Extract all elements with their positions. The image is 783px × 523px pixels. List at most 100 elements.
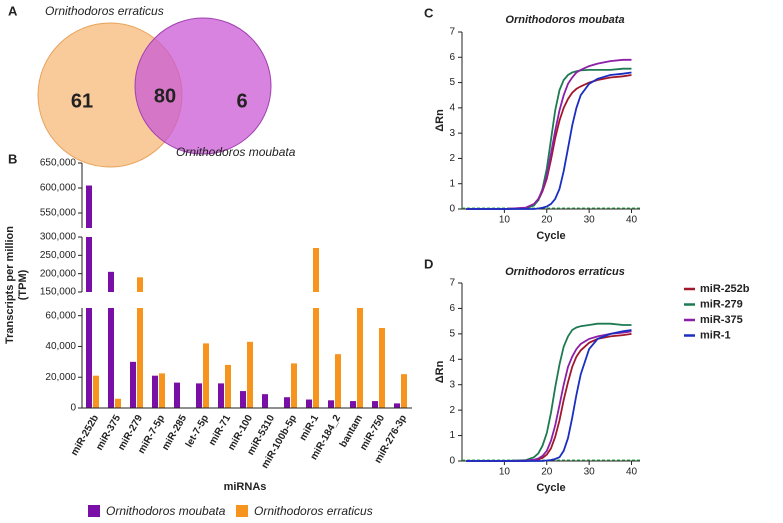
x-tick-label: 30 [584, 467, 596, 478]
y-tick-label: 550,000 [40, 208, 77, 219]
bar [108, 308, 114, 408]
y-axis-title: Transcripts per million [4, 226, 16, 344]
bar [93, 375, 99, 408]
bar [152, 375, 158, 408]
legend-label: miR-279 [700, 298, 743, 310]
y-tick-label: 6 [449, 52, 455, 63]
set-label: Ornithodoros erraticus [45, 4, 164, 18]
x-tick-label: 10 [499, 215, 511, 226]
y-tick-label: 60,000 [45, 310, 76, 321]
x-tick-label: miR-252b [69, 413, 101, 457]
x-tick-label: miR-1 [298, 413, 322, 443]
bar [240, 391, 246, 408]
bar [137, 308, 143, 408]
y-tick-label: 5 [449, 328, 455, 339]
y-tick-label: 250,000 [40, 250, 77, 261]
curve [466, 322, 632, 462]
y-tick-label: 200,000 [40, 268, 77, 279]
set-circle [134, 17, 272, 155]
chart-title: Ornithodoros moubata [505, 14, 624, 26]
x-axis-title: miRNAs [224, 481, 267, 493]
y-axis-title: ΔRn [434, 360, 446, 383]
curve [466, 74, 632, 210]
y-tick-label: 2 [449, 153, 455, 164]
y-tick-label: 4 [449, 102, 455, 113]
y-tick-label: 3 [449, 128, 455, 139]
y-axis-title: ΔRn [434, 109, 446, 132]
bar [247, 341, 253, 408]
bar [196, 383, 202, 408]
curve [466, 333, 632, 462]
panel-label: C [424, 5, 434, 20]
bar [335, 354, 341, 408]
bar [218, 383, 224, 408]
legend-label: Ornithodoros erraticus [254, 504, 373, 518]
curve [466, 71, 632, 210]
legend-label: miR-375 [700, 314, 743, 326]
bar [284, 397, 290, 408]
region-count: 6 [236, 90, 247, 112]
bar [379, 328, 385, 408]
bar [394, 403, 400, 408]
curve [466, 58, 632, 210]
x-tick-label: 40 [626, 467, 638, 478]
x-tick-label: 10 [499, 467, 511, 478]
y-tick-label: 4 [449, 354, 455, 365]
curve [466, 329, 632, 462]
x-axis-title: Cycle [536, 230, 565, 242]
bar [262, 394, 268, 408]
y-tick-label: 650,000 [40, 158, 77, 169]
legend-swatch [88, 505, 100, 517]
bar [137, 277, 143, 292]
bar [291, 363, 297, 408]
bar [372, 401, 378, 408]
y-tick-label: 20,000 [45, 372, 76, 383]
y-axis-title: (TPM) [17, 269, 29, 300]
bar [159, 373, 165, 408]
panel-label: A [8, 3, 18, 18]
bar [306, 399, 312, 408]
legend-label: miR-1 [700, 329, 731, 341]
curve [466, 330, 632, 462]
panel-label: D [424, 256, 433, 271]
bar [401, 374, 407, 408]
legend-label: Ornithodoros moubata [106, 504, 226, 518]
y-tick-label: 7 [449, 278, 455, 289]
x-tick-label: 40 [626, 215, 638, 226]
panel-label: B [8, 151, 17, 166]
y-tick-label: 0 [449, 204, 455, 215]
bar [86, 308, 92, 408]
bar [313, 248, 319, 292]
bar [350, 401, 356, 408]
bar [174, 382, 180, 408]
x-axis-title: Cycle [536, 482, 565, 494]
legend-label: miR-252b [700, 283, 750, 295]
bar [108, 271, 114, 292]
bar [225, 364, 231, 408]
x-tick-label: 20 [541, 215, 553, 226]
bar [86, 237, 92, 292]
y-tick-label: 5 [449, 77, 455, 88]
y-tick-label: 1 [449, 178, 455, 189]
x-tick-label: 20 [541, 467, 553, 478]
set-label: Ornithodoros moubata [176, 145, 296, 159]
y-tick-label: 7 [449, 27, 455, 38]
y-tick-label: 300,000 [40, 232, 77, 243]
y-tick-label: 0 [449, 456, 455, 467]
bar [130, 361, 136, 408]
legend-swatch [236, 505, 248, 517]
x-tick-label: 30 [584, 215, 596, 226]
y-tick-label: 0 [70, 403, 76, 414]
y-tick-label: 40,000 [45, 341, 76, 352]
y-tick-label: 1 [449, 430, 455, 441]
curve [466, 67, 632, 210]
bar [86, 185, 92, 228]
y-tick-label: 2 [449, 405, 455, 416]
region-count: 61 [71, 90, 93, 112]
y-tick-label: 3 [449, 379, 455, 390]
region-count: 80 [154, 85, 176, 107]
y-tick-label: 600,000 [40, 183, 77, 194]
bar [313, 308, 319, 408]
bar [203, 343, 209, 408]
